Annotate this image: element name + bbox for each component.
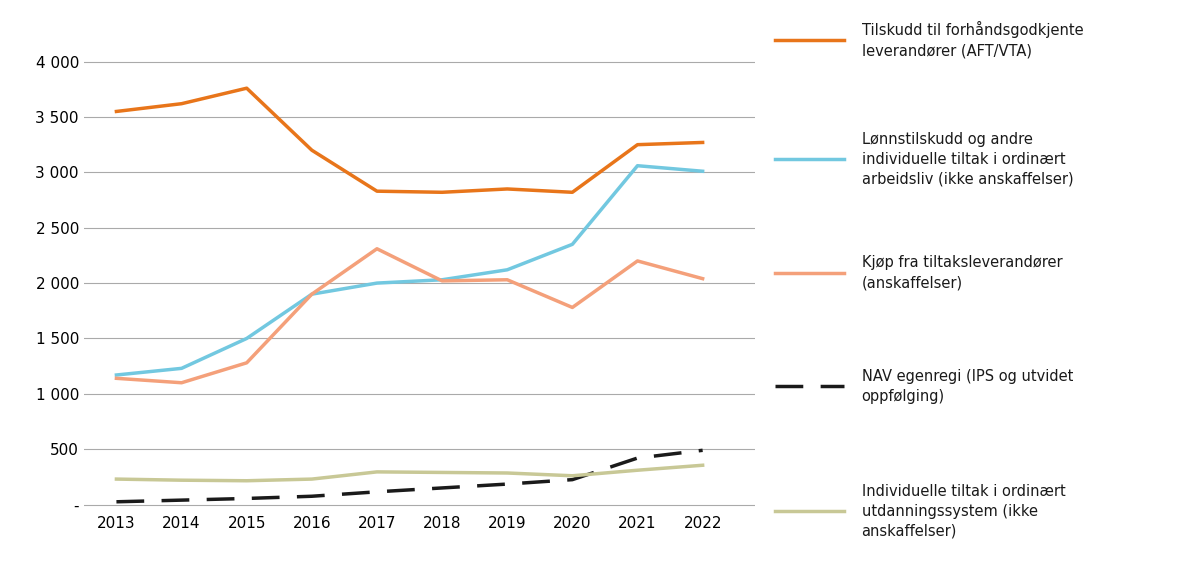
Tilskudd til forhåndsgodkjente
leverandører (AFT/VTA): [304, 147, 319, 153]
Tilskudd til forhåndsgodkjente
leverandører (AFT/VTA): [500, 186, 514, 193]
Individuelle tiltak i ordinært
utdanningssystem (ikke
anskaffelser): [500, 470, 514, 477]
Individuelle tiltak i ordinært
utdanningssystem (ikke
anskaffelser): [435, 469, 449, 476]
NAV egenregi (IPS og utvidet
oppfølging): [304, 493, 319, 500]
Line: Individuelle tiltak i ordinært
utdanningssystem (ikke
anskaffelser): Individuelle tiltak i ordinært utdanning…: [116, 465, 703, 481]
Kjøp fra tiltaksleverandører
(anskaffelser): [175, 379, 189, 386]
Line: Kjøp fra tiltaksleverandører
(anskaffelser): Kjøp fra tiltaksleverandører (anskaffels…: [116, 249, 703, 383]
Tilskudd til forhåndsgodkjente
leverandører (AFT/VTA): [630, 141, 645, 148]
Text: Kjøp fra tiltaksleverandører
(anskaffelser): Kjøp fra tiltaksleverandører (anskaffels…: [861, 255, 1063, 290]
Individuelle tiltak i ordinært
utdanningssystem (ikke
anskaffelser): [630, 467, 645, 474]
Kjøp fra tiltaksleverandører
(anskaffelser): [696, 275, 710, 282]
Individuelle tiltak i ordinært
utdanningssystem (ikke
anskaffelser): [370, 469, 385, 475]
NAV egenregi (IPS og utvidet
oppfølging): [435, 485, 449, 491]
Line: Tilskudd til forhåndsgodkjente
leverandører (AFT/VTA): Tilskudd til forhåndsgodkjente leverandø…: [116, 88, 703, 193]
Kjøp fra tiltaksleverandører
(anskaffelser): [630, 257, 645, 264]
Lønnstilskudd og andre
individuelle tiltak i ordinært
arbeidsliv (ikke anskaffelser): [500, 266, 514, 273]
Kjøp fra tiltaksleverandører
(anskaffelser): [435, 277, 449, 284]
Tilskudd til forhåndsgodkjente
leverandører (AFT/VTA): [240, 85, 254, 91]
Text: Individuelle tiltak i ordinært
utdanningssystem (ikke
anskaffelser): Individuelle tiltak i ordinært utdanning…: [861, 484, 1065, 538]
Lønnstilskudd og andre
individuelle tiltak i ordinært
arbeidsliv (ikke anskaffelser): [109, 371, 123, 378]
Text: Lønnstilskudd og andre
individuelle tiltak i ordinært
arbeidsliv (ikke anskaffel: Lønnstilskudd og andre individuelle tilt…: [861, 132, 1073, 186]
Lønnstilskudd og andre
individuelle tiltak i ordinært
arbeidsliv (ikke anskaffelser): [370, 279, 385, 286]
Kjøp fra tiltaksleverandører
(anskaffelser): [304, 291, 319, 298]
NAV egenregi (IPS og utvidet
oppfølging): [500, 481, 514, 487]
Lønnstilskudd og andre
individuelle tiltak i ordinært
arbeidsliv (ikke anskaffelser): [696, 168, 710, 174]
Individuelle tiltak i ordinært
utdanningssystem (ikke
anskaffelser): [565, 473, 580, 479]
Kjøp fra tiltaksleverandører
(anskaffelser): [500, 277, 514, 283]
Lønnstilskudd og andre
individuelle tiltak i ordinært
arbeidsliv (ikke anskaffelser): [630, 162, 645, 169]
Lønnstilskudd og andre
individuelle tiltak i ordinært
arbeidsliv (ikke anskaffelser): [175, 365, 189, 372]
NAV egenregi (IPS og utvidet
oppfølging): [370, 488, 385, 495]
Lønnstilskudd og andre
individuelle tiltak i ordinært
arbeidsliv (ikke anskaffelser): [435, 277, 449, 283]
Text: Tilskudd til forhåndsgodkjente
leverandører (AFT/VTA): Tilskudd til forhåndsgodkjente leverandø…: [861, 22, 1083, 58]
Line: NAV egenregi (IPS og utvidet
oppfølging): NAV egenregi (IPS og utvidet oppfølging): [116, 450, 703, 502]
Individuelle tiltak i ordinært
utdanningssystem (ikke
anskaffelser): [109, 475, 123, 482]
NAV egenregi (IPS og utvidet
oppfølging): [565, 476, 580, 483]
NAV egenregi (IPS og utvidet
oppfølging): [240, 495, 254, 502]
Kjøp fra tiltaksleverandører
(anskaffelser): [370, 245, 385, 252]
Lønnstilskudd og andre
individuelle tiltak i ordinært
arbeidsliv (ikke anskaffelser): [565, 241, 580, 248]
Tilskudd til forhåndsgodkjente
leverandører (AFT/VTA): [696, 139, 710, 146]
Individuelle tiltak i ordinært
utdanningssystem (ikke
anskaffelser): [175, 477, 189, 483]
Individuelle tiltak i ordinært
utdanningssystem (ikke
anskaffelser): [304, 475, 319, 482]
Tilskudd til forhåndsgodkjente
leverandører (AFT/VTA): [435, 189, 449, 196]
Tilskudd til forhåndsgodkjente
leverandører (AFT/VTA): [370, 188, 385, 195]
Lønnstilskudd og andre
individuelle tiltak i ordinært
arbeidsliv (ikke anskaffelser): [240, 335, 254, 342]
Individuelle tiltak i ordinært
utdanningssystem (ikke
anskaffelser): [240, 477, 254, 484]
Kjøp fra tiltaksleverandører
(anskaffelser): [109, 375, 123, 382]
Line: Lønnstilskudd og andre
individuelle tiltak i ordinært
arbeidsliv (ikke anskaffelser): Lønnstilskudd og andre individuelle tilt…: [116, 166, 703, 375]
NAV egenregi (IPS og utvidet
oppfølging): [175, 497, 189, 504]
Kjøp fra tiltaksleverandører
(anskaffelser): [240, 360, 254, 366]
Tilskudd til forhåndsgodkjente
leverandører (AFT/VTA): [109, 108, 123, 115]
Kjøp fra tiltaksleverandører
(anskaffelser): [565, 304, 580, 311]
NAV egenregi (IPS og utvidet
oppfølging): [696, 447, 710, 454]
Tilskudd til forhåndsgodkjente
leverandører (AFT/VTA): [565, 189, 580, 196]
NAV egenregi (IPS og utvidet
oppfølging): [109, 498, 123, 505]
Text: NAV egenregi (IPS og utvidet
oppfølging): NAV egenregi (IPS og utvidet oppfølging): [861, 369, 1073, 404]
Individuelle tiltak i ordinært
utdanningssystem (ikke
anskaffelser): [696, 462, 710, 469]
Tilskudd til forhåndsgodkjente
leverandører (AFT/VTA): [175, 101, 189, 107]
Lønnstilskudd og andre
individuelle tiltak i ordinært
arbeidsliv (ikke anskaffelser): [304, 291, 319, 298]
NAV egenregi (IPS og utvidet
oppfølging): [630, 454, 645, 461]
